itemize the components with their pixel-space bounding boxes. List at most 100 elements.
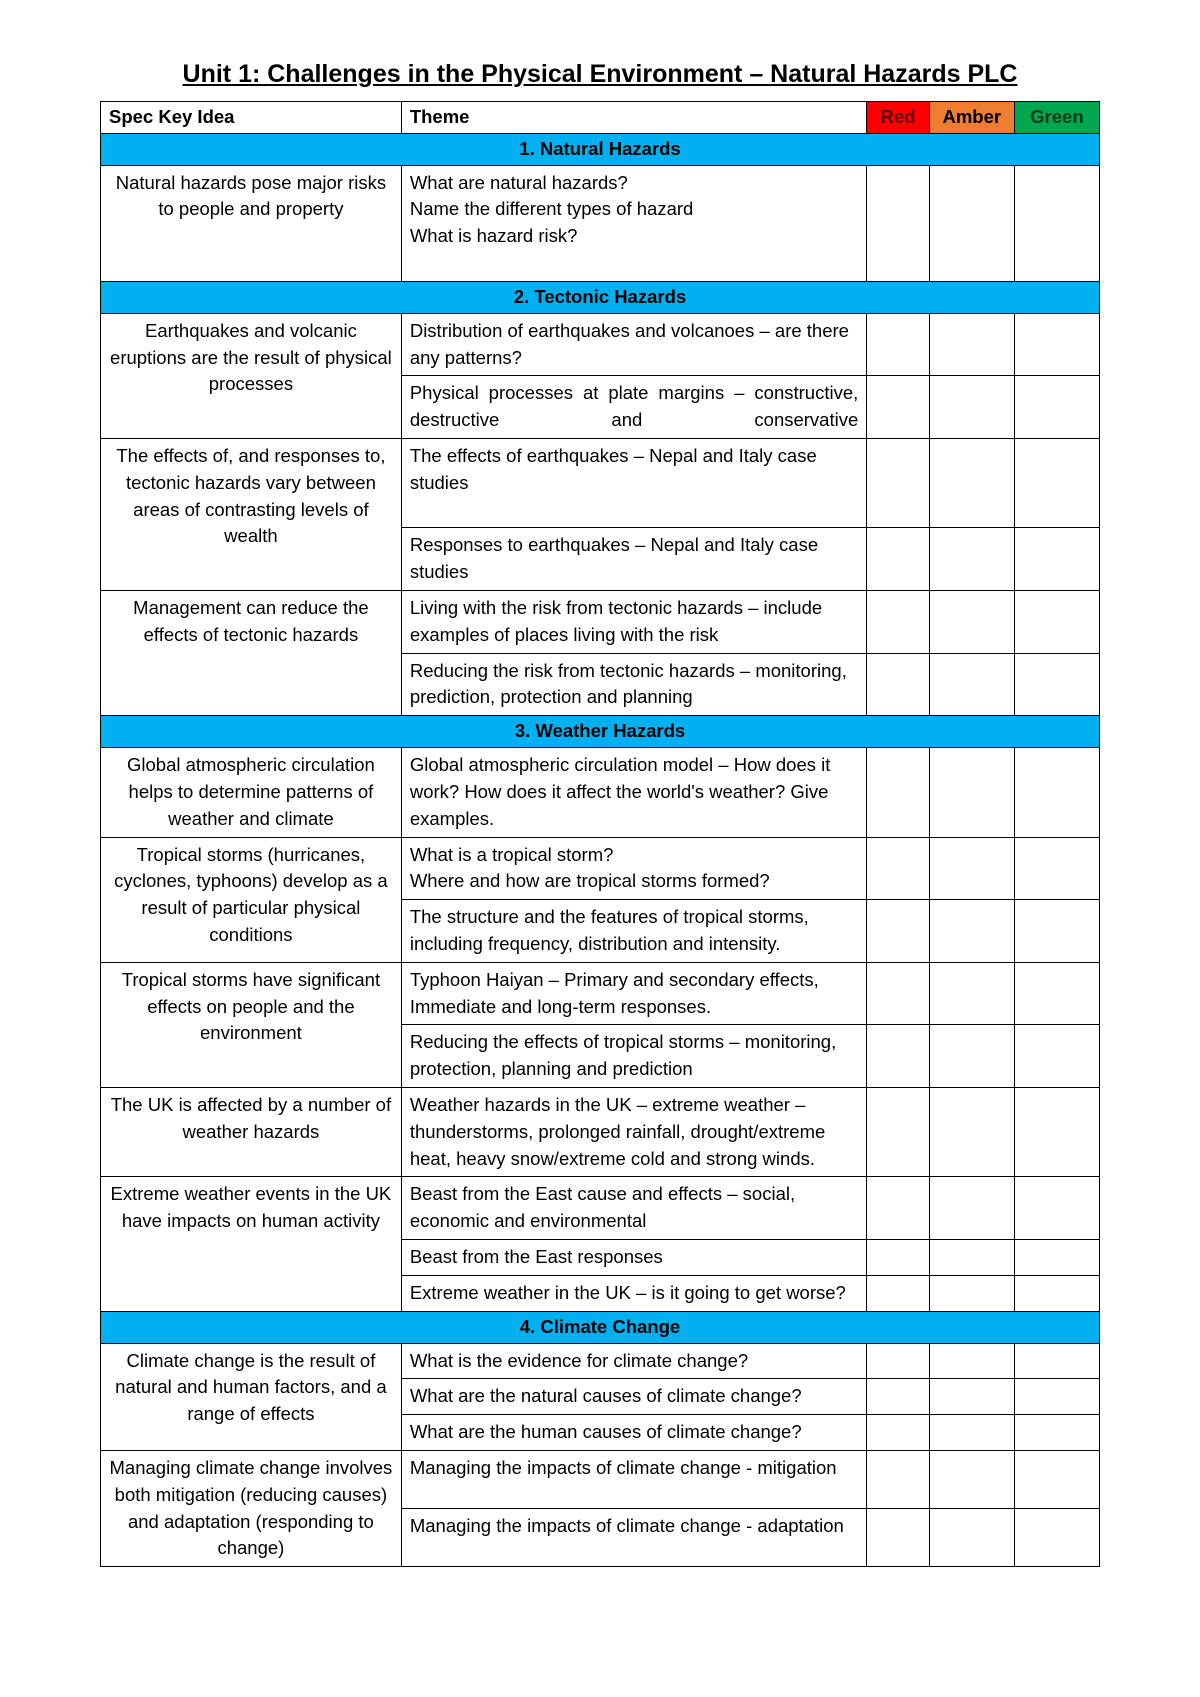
table-header-row: Spec Key Idea Theme Red Amber Green [101, 102, 1100, 134]
rag-amber-cell[interactable] [929, 837, 1014, 900]
rag-amber-cell[interactable] [929, 376, 1014, 439]
rag-amber-cell[interactable] [929, 591, 1014, 654]
theme-cell: Managing the impacts of climate change -… [401, 1450, 866, 1508]
rag-amber-cell[interactable] [929, 1275, 1014, 1311]
key-idea-cell: Climate change is the result of natural … [101, 1343, 402, 1450]
rag-amber-cell[interactable] [929, 653, 1014, 716]
rag-red-cell[interactable] [867, 1275, 929, 1311]
key-idea-cell: Managing climate change involves both mi… [101, 1450, 402, 1566]
theme-cell: What are the natural causes of climate c… [401, 1379, 866, 1415]
rag-red-cell[interactable] [867, 1240, 929, 1276]
table-row: The effects of, and responses to, tecton… [101, 438, 1100, 527]
theme-cell: Responses to earthquakes – Nepal and Ita… [401, 528, 866, 591]
page-title: Unit 1: Challenges in the Physical Envir… [100, 60, 1100, 89]
rag-green-cell[interactable] [1014, 528, 1099, 591]
rag-green-cell[interactable] [1014, 1450, 1099, 1508]
rag-red-cell[interactable] [867, 376, 929, 439]
table-row: Climate change is the result of natural … [101, 1343, 1100, 1379]
rag-red-cell[interactable] [867, 1415, 929, 1451]
rag-green-cell[interactable] [1014, 1415, 1099, 1451]
rag-green-cell[interactable] [1014, 1275, 1099, 1311]
rag-green-cell[interactable] [1014, 653, 1099, 716]
rag-green-cell[interactable] [1014, 591, 1099, 654]
theme-cell: Distribution of earthquakes and volcanoe… [401, 313, 866, 376]
section-heading-label: 4. Climate Change [101, 1311, 1100, 1343]
rag-amber-cell[interactable] [929, 438, 1014, 527]
rag-green-cell[interactable] [1014, 900, 1099, 963]
rag-green-cell[interactable] [1014, 748, 1099, 837]
table-row: Tropical storms (hurricanes, cyclones, t… [101, 837, 1100, 900]
key-idea-cell: The UK is affected by a number of weathe… [101, 1088, 402, 1177]
rag-amber-cell[interactable] [929, 1088, 1014, 1177]
rag-red-cell[interactable] [867, 528, 929, 591]
rag-green-cell[interactable] [1014, 1343, 1099, 1379]
theme-cell: Reducing the effects of tropical storms … [401, 1025, 866, 1088]
table-row: Tropical storms have significant effects… [101, 962, 1100, 1025]
theme-cell: Typhoon Haiyan – Primary and secondary e… [401, 962, 866, 1025]
table-row: Managing climate change involves both mi… [101, 1450, 1100, 1508]
rag-green-cell[interactable] [1014, 1509, 1099, 1567]
rag-red-cell[interactable] [867, 1450, 929, 1508]
table-row: Natural hazards pose major risks to peop… [101, 165, 1100, 281]
rag-red-cell[interactable] [867, 900, 929, 963]
theme-cell: Reducing the risk from tectonic hazards … [401, 653, 866, 716]
rag-red-cell[interactable] [867, 438, 929, 527]
rag-red-cell[interactable] [867, 837, 929, 900]
table-row: Earthquakes and volcanic eruptions are t… [101, 313, 1100, 376]
rag-amber-cell[interactable] [929, 165, 1014, 281]
rag-amber-cell[interactable] [929, 528, 1014, 591]
rag-red-cell[interactable] [867, 1509, 929, 1567]
rag-amber-cell[interactable] [929, 1450, 1014, 1508]
key-idea-cell: Natural hazards pose major risks to peop… [101, 165, 402, 281]
rag-amber-cell[interactable] [929, 1177, 1014, 1240]
rag-amber-cell[interactable] [929, 1240, 1014, 1276]
rag-amber-cell[interactable] [929, 1343, 1014, 1379]
theme-cell: Beast from the East responses [401, 1240, 866, 1276]
rag-green-cell[interactable] [1014, 1088, 1099, 1177]
rag-green-cell[interactable] [1014, 1177, 1099, 1240]
rag-amber-cell[interactable] [929, 900, 1014, 963]
rag-red-cell[interactable] [867, 165, 929, 281]
key-idea-cell: Global atmospheric circulation helps to … [101, 748, 402, 837]
rag-red-cell[interactable] [867, 1343, 929, 1379]
rag-red-cell[interactable] [867, 962, 929, 1025]
section-heading: 4. Climate Change [101, 1311, 1100, 1343]
rag-amber-cell[interactable] [929, 1379, 1014, 1415]
rag-red-cell[interactable] [867, 313, 929, 376]
rag-red-cell[interactable] [867, 653, 929, 716]
rag-amber-cell[interactable] [929, 313, 1014, 376]
rag-green-cell[interactable] [1014, 1025, 1099, 1088]
rag-green-cell[interactable] [1014, 165, 1099, 281]
rag-green-cell[interactable] [1014, 438, 1099, 527]
rag-green-cell[interactable] [1014, 837, 1099, 900]
rag-red-cell[interactable] [867, 1177, 929, 1240]
rag-red-cell[interactable] [867, 1025, 929, 1088]
col-key: Spec Key Idea [101, 102, 402, 134]
rag-red-cell[interactable] [867, 1088, 929, 1177]
rag-red-cell[interactable] [867, 591, 929, 654]
key-idea-cell: Tropical storms (hurricanes, cyclones, t… [101, 837, 402, 962]
key-idea-cell: The effects of, and responses to, tecton… [101, 438, 402, 590]
rag-red-cell[interactable] [867, 1379, 929, 1415]
theme-cell: What are natural hazards?Name the differ… [401, 165, 866, 281]
section-heading: 1. Natural Hazards [101, 133, 1100, 165]
section-heading-label: 3. Weather Hazards [101, 716, 1100, 748]
table-row: Management can reduce the effects of tec… [101, 591, 1100, 654]
rag-amber-cell[interactable] [929, 1415, 1014, 1451]
rag-red-cell[interactable] [867, 748, 929, 837]
theme-cell: The structure and the features of tropic… [401, 900, 866, 963]
rag-green-cell[interactable] [1014, 1240, 1099, 1276]
rag-amber-cell[interactable] [929, 1025, 1014, 1088]
theme-cell: What is the evidence for climate change? [401, 1343, 866, 1379]
rag-green-cell[interactable] [1014, 313, 1099, 376]
theme-cell: Beast from the East cause and effects – … [401, 1177, 866, 1240]
table-row: Extreme weather events in the UK have im… [101, 1177, 1100, 1240]
rag-green-cell[interactable] [1014, 962, 1099, 1025]
rag-green-cell[interactable] [1014, 1379, 1099, 1415]
rag-amber-cell[interactable] [929, 962, 1014, 1025]
rag-green-cell[interactable] [1014, 376, 1099, 439]
section-heading: 3. Weather Hazards [101, 716, 1100, 748]
rag-amber-cell[interactable] [929, 748, 1014, 837]
rag-amber-cell[interactable] [929, 1509, 1014, 1567]
key-idea-cell: Tropical storms have significant effects… [101, 962, 402, 1087]
